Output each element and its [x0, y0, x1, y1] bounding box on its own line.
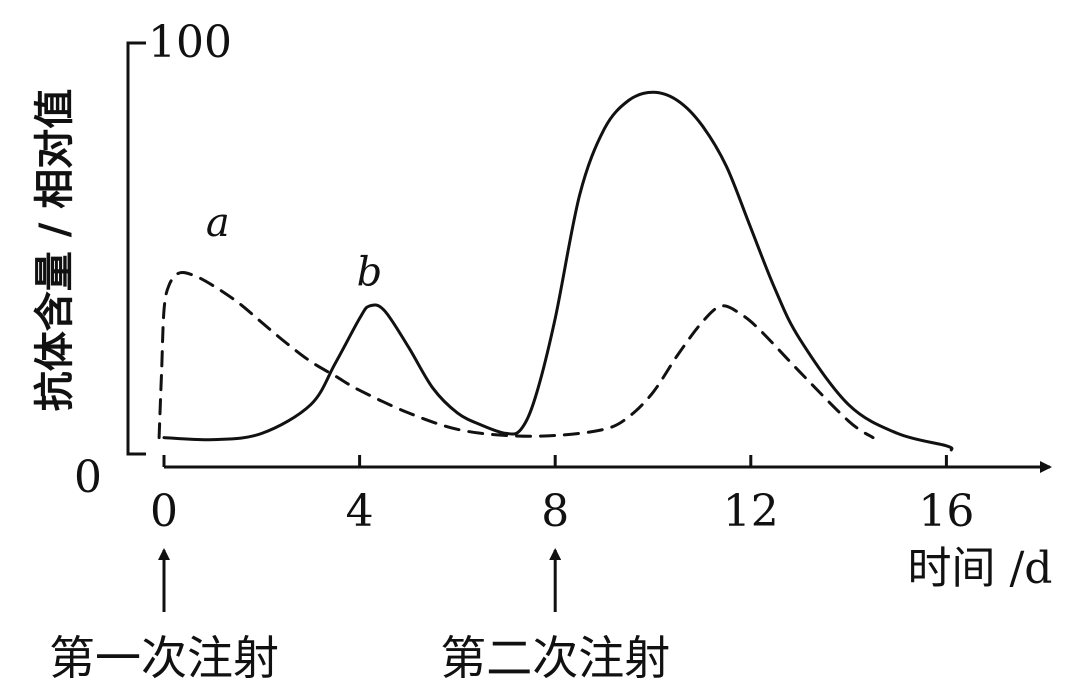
y-axis-label: 抗体含量 / 相对值 [32, 89, 78, 411]
injection-group: 第一次注射 第二次注射 [49, 548, 670, 685]
x-tick-label-4: 4 [346, 486, 374, 537]
series-label-a: a [206, 200, 230, 246]
x-tick-label-0: 0 [150, 486, 178, 537]
series-label-b: b [357, 249, 383, 295]
y-tick-label-100: 100 [148, 17, 232, 68]
y-tick-label-0: 0 [74, 452, 102, 503]
series-line-a [157, 270, 875, 440]
injection-label-2: 第二次注射 [440, 631, 670, 685]
x-tick-label-16: 16 [918, 486, 974, 537]
x-ticks: 0 4 8 12 16 [150, 455, 974, 537]
injection-label-1: 第一次注射 [49, 631, 279, 685]
x-tick-label-8: 8 [541, 486, 569, 537]
series-line-b [162, 90, 954, 452]
x-axis-label: 时间 /d [908, 543, 1053, 594]
y-axis-line [126, 41, 146, 456]
x-tick-label-12: 12 [723, 486, 779, 537]
y-ticks: 0 100 [74, 17, 232, 503]
series-group: ab [157, 90, 954, 452]
